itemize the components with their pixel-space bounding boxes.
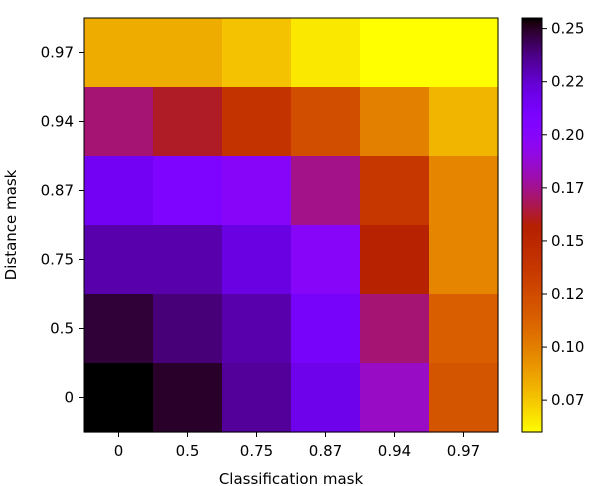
x-tick-label: 0.97 (447, 442, 480, 460)
heatmap-cell (360, 363, 430, 433)
y-tick-label: 0.94 (41, 113, 74, 131)
heatmap-cell (84, 363, 154, 433)
heatmap-cell (153, 156, 223, 226)
colorbar-tick-label: 0.20 (551, 126, 584, 144)
colorbar-tick-label: 0.25 (551, 20, 584, 38)
heatmap-cell (222, 87, 292, 157)
y-tick-label: 0.97 (41, 44, 74, 62)
heatmap-cell (291, 87, 361, 157)
heatmap-cell (84, 225, 154, 295)
x-axis-ticks: 0 0.5 0.75 0.87 0.94 0.97 (114, 432, 480, 460)
heatmap-cell (84, 294, 154, 364)
heatmap-cell (222, 363, 292, 433)
heatmap-cell (429, 156, 499, 226)
heatmap-cell (360, 87, 430, 157)
heatmap-cell (291, 294, 361, 364)
heatmap-cells (84, 18, 499, 433)
y-axis-ticks: 0.97 0.94 0.87 0.75 0.5 0 (41, 44, 84, 407)
colorbar-tick-label: 0.17 (551, 179, 584, 197)
colorbar-ticks: 0.25 0.22 0.20 0.17 0.15 0.12 0.10 0.07 (542, 20, 584, 409)
x-tick-label: 0.75 (240, 442, 273, 460)
heatmap-cell (429, 294, 499, 364)
heatmap-cell (429, 87, 499, 157)
heatmap-cell (153, 87, 223, 157)
heatmap-cell (291, 225, 361, 295)
heatmap-cell (222, 225, 292, 295)
colorbar (521, 17, 543, 433)
heatmap-cell (360, 294, 430, 364)
heatmap-cell (153, 225, 223, 295)
y-tick-label: 0 (64, 389, 74, 407)
heatmap-cell (291, 18, 361, 88)
heatmap-cell (222, 18, 292, 88)
colorbar-frame (521, 17, 543, 433)
x-tick-label: 0.94 (378, 442, 411, 460)
heatmap-cell (291, 363, 361, 433)
heatmap-cell (84, 87, 154, 157)
y-tick-label: 0.75 (41, 251, 74, 269)
colorbar-tick-label: 0.10 (551, 338, 584, 356)
heatmap-cell (84, 18, 154, 88)
heatmap-cell (222, 156, 292, 226)
colorbar-tick-label: 0.07 (551, 391, 584, 409)
heatmap-cell (360, 225, 430, 295)
plot-frame (83, 17, 499, 433)
heatmap-cell (222, 294, 292, 364)
x-axis-label: Classification mask (219, 470, 364, 486)
heatmap-cell (429, 225, 499, 295)
heatmap-cell (153, 363, 223, 433)
colorbar-tick-label: 0.15 (551, 232, 584, 250)
heatmap-cell (360, 18, 430, 88)
heatmap-cell (429, 18, 499, 88)
x-tick-label: 0.87 (309, 442, 342, 460)
colorbar-tick-label: 0.12 (551, 285, 584, 303)
heatmap-cell (153, 18, 223, 88)
heatmap-cell (84, 156, 154, 226)
heatmap-cell (153, 294, 223, 364)
x-tick-label: 0 (114, 442, 124, 460)
y-axis-label: Distance mask (2, 169, 20, 280)
colorbar-tick-label: 0.22 (551, 73, 584, 91)
y-tick-label: 0.5 (50, 320, 74, 338)
x-tick-label: 0.5 (176, 442, 200, 460)
y-tick-label: 0.87 (41, 182, 74, 200)
heatmap-cell (429, 363, 499, 433)
heatmap-cell (360, 156, 430, 226)
heatmap-cell (291, 156, 361, 226)
